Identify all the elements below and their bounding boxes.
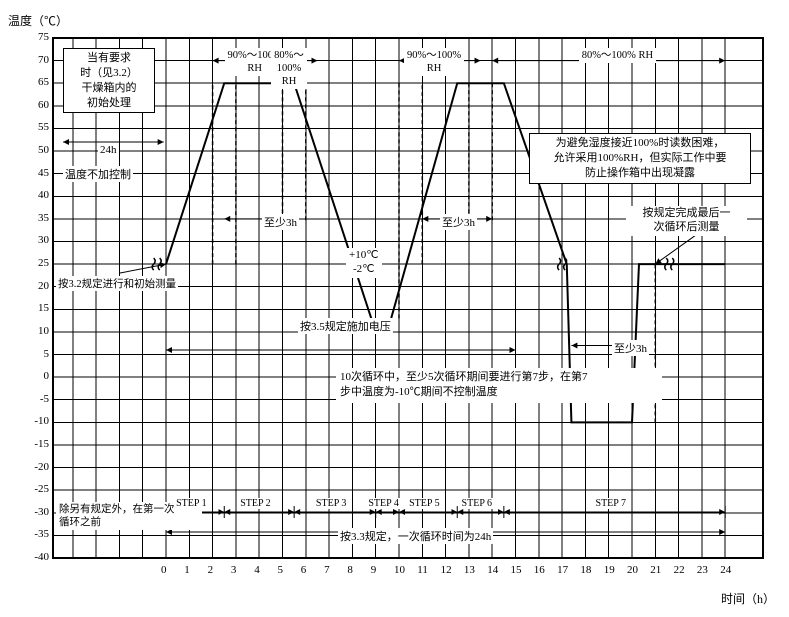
y-tick: -5: [40, 393, 49, 405]
x-tick: 3: [231, 564, 237, 576]
y-tick: 0: [44, 370, 50, 382]
note-humidity: 为避免湿度接近100%时读数困难，允许采用100%RH，但实际工作中要防止操作箱…: [529, 133, 751, 184]
y-tick: -30: [34, 506, 49, 518]
note-dry-box: 当有要求时（见3.2）干燥箱内的初始处理: [63, 48, 155, 113]
y-tick: -40: [34, 551, 49, 563]
x-tick: 20: [627, 564, 638, 576]
y-tick: 30: [38, 234, 49, 246]
x-tick: 22: [674, 564, 685, 576]
y-tick: 75: [38, 31, 49, 43]
x-tick: 11: [417, 564, 428, 576]
y-tick: -15: [34, 438, 49, 450]
x-tick: 12: [441, 564, 452, 576]
note-temp-free: 温度不加控制: [63, 166, 133, 182]
rh-label: 80%～100% RH: [579, 48, 656, 63]
y-tick: 15: [38, 302, 49, 314]
x-tick: 16: [534, 564, 545, 576]
step-label: STEP 3: [315, 498, 347, 509]
y-tick: 70: [38, 54, 49, 66]
note-loop: 10次循环中，至少5次循环期间要进行第7步，在第7步中温度为-10℃期间不控制温…: [336, 368, 662, 403]
step-label: STEP 6: [461, 498, 493, 509]
y-tick: 35: [38, 212, 49, 224]
y-tick: -35: [34, 528, 49, 540]
y-tick: 10: [38, 325, 49, 337]
y-tick: 65: [38, 76, 49, 88]
y-tick: 45: [38, 167, 49, 179]
note-final: 按规定完成最后一次循环后测量: [626, 206, 747, 236]
x-tick: 4: [254, 564, 260, 576]
x-tick: 5: [278, 564, 284, 576]
x-tick: 15: [511, 564, 522, 576]
step-label: STEP 2: [239, 498, 271, 509]
y-tick: -20: [34, 461, 49, 473]
x-tick: 10: [394, 564, 405, 576]
note-atleast3h-c: 至少3h: [612, 340, 649, 356]
x-tick: 1: [184, 564, 190, 576]
note-plus10: +10℃-2℃: [346, 248, 382, 278]
note-24h: 24h: [98, 144, 119, 156]
x-tick: 23: [697, 564, 708, 576]
y-tick: 20: [38, 280, 49, 292]
y-tick: 50: [38, 144, 49, 156]
note-cycle24: 按3.3规定，一次循环时间为24h: [338, 528, 493, 544]
y-tick: -25: [34, 483, 49, 495]
x-tick: 18: [580, 564, 591, 576]
x-tick: 14: [487, 564, 498, 576]
chart-root: 温度（℃） 时间（h） -40-35-30-25-20-15-10-505101…: [8, 8, 781, 609]
y-tick: 60: [38, 99, 49, 111]
x-tick: 21: [650, 564, 661, 576]
note-atleast3h-a: 至少3h: [262, 214, 299, 230]
step-label: STEP 5: [408, 498, 440, 509]
x-tick: 19: [604, 564, 615, 576]
y-tick: -10: [34, 415, 49, 427]
y-tick: 40: [38, 189, 49, 201]
y-tick: 25: [38, 257, 49, 269]
rh-label: 90%～100%RH: [404, 48, 464, 76]
x-tick: 0: [161, 564, 167, 576]
rh-label: 80%～100%RH: [271, 48, 307, 89]
x-tick: 7: [324, 564, 330, 576]
x-tick: 17: [557, 564, 568, 576]
note-voltage: 按3.5规定施加电压: [298, 318, 393, 334]
x-tick: 2: [208, 564, 214, 576]
step-label: STEP 4: [367, 498, 399, 509]
y-tick: 55: [38, 121, 49, 133]
x-tick: 9: [371, 564, 377, 576]
x-tick: 8: [347, 564, 353, 576]
note-init-measure: 按3.2规定进行和初始测量: [56, 276, 178, 291]
step-label: STEP 1: [175, 498, 207, 509]
step-label: STEP 7: [595, 498, 627, 509]
y-tick: 5: [44, 348, 50, 360]
x-tick: 13: [464, 564, 475, 576]
x-tick: 24: [720, 564, 731, 576]
note-atleast3h-b: 至少3h: [440, 214, 477, 230]
x-tick: 6: [301, 564, 307, 576]
